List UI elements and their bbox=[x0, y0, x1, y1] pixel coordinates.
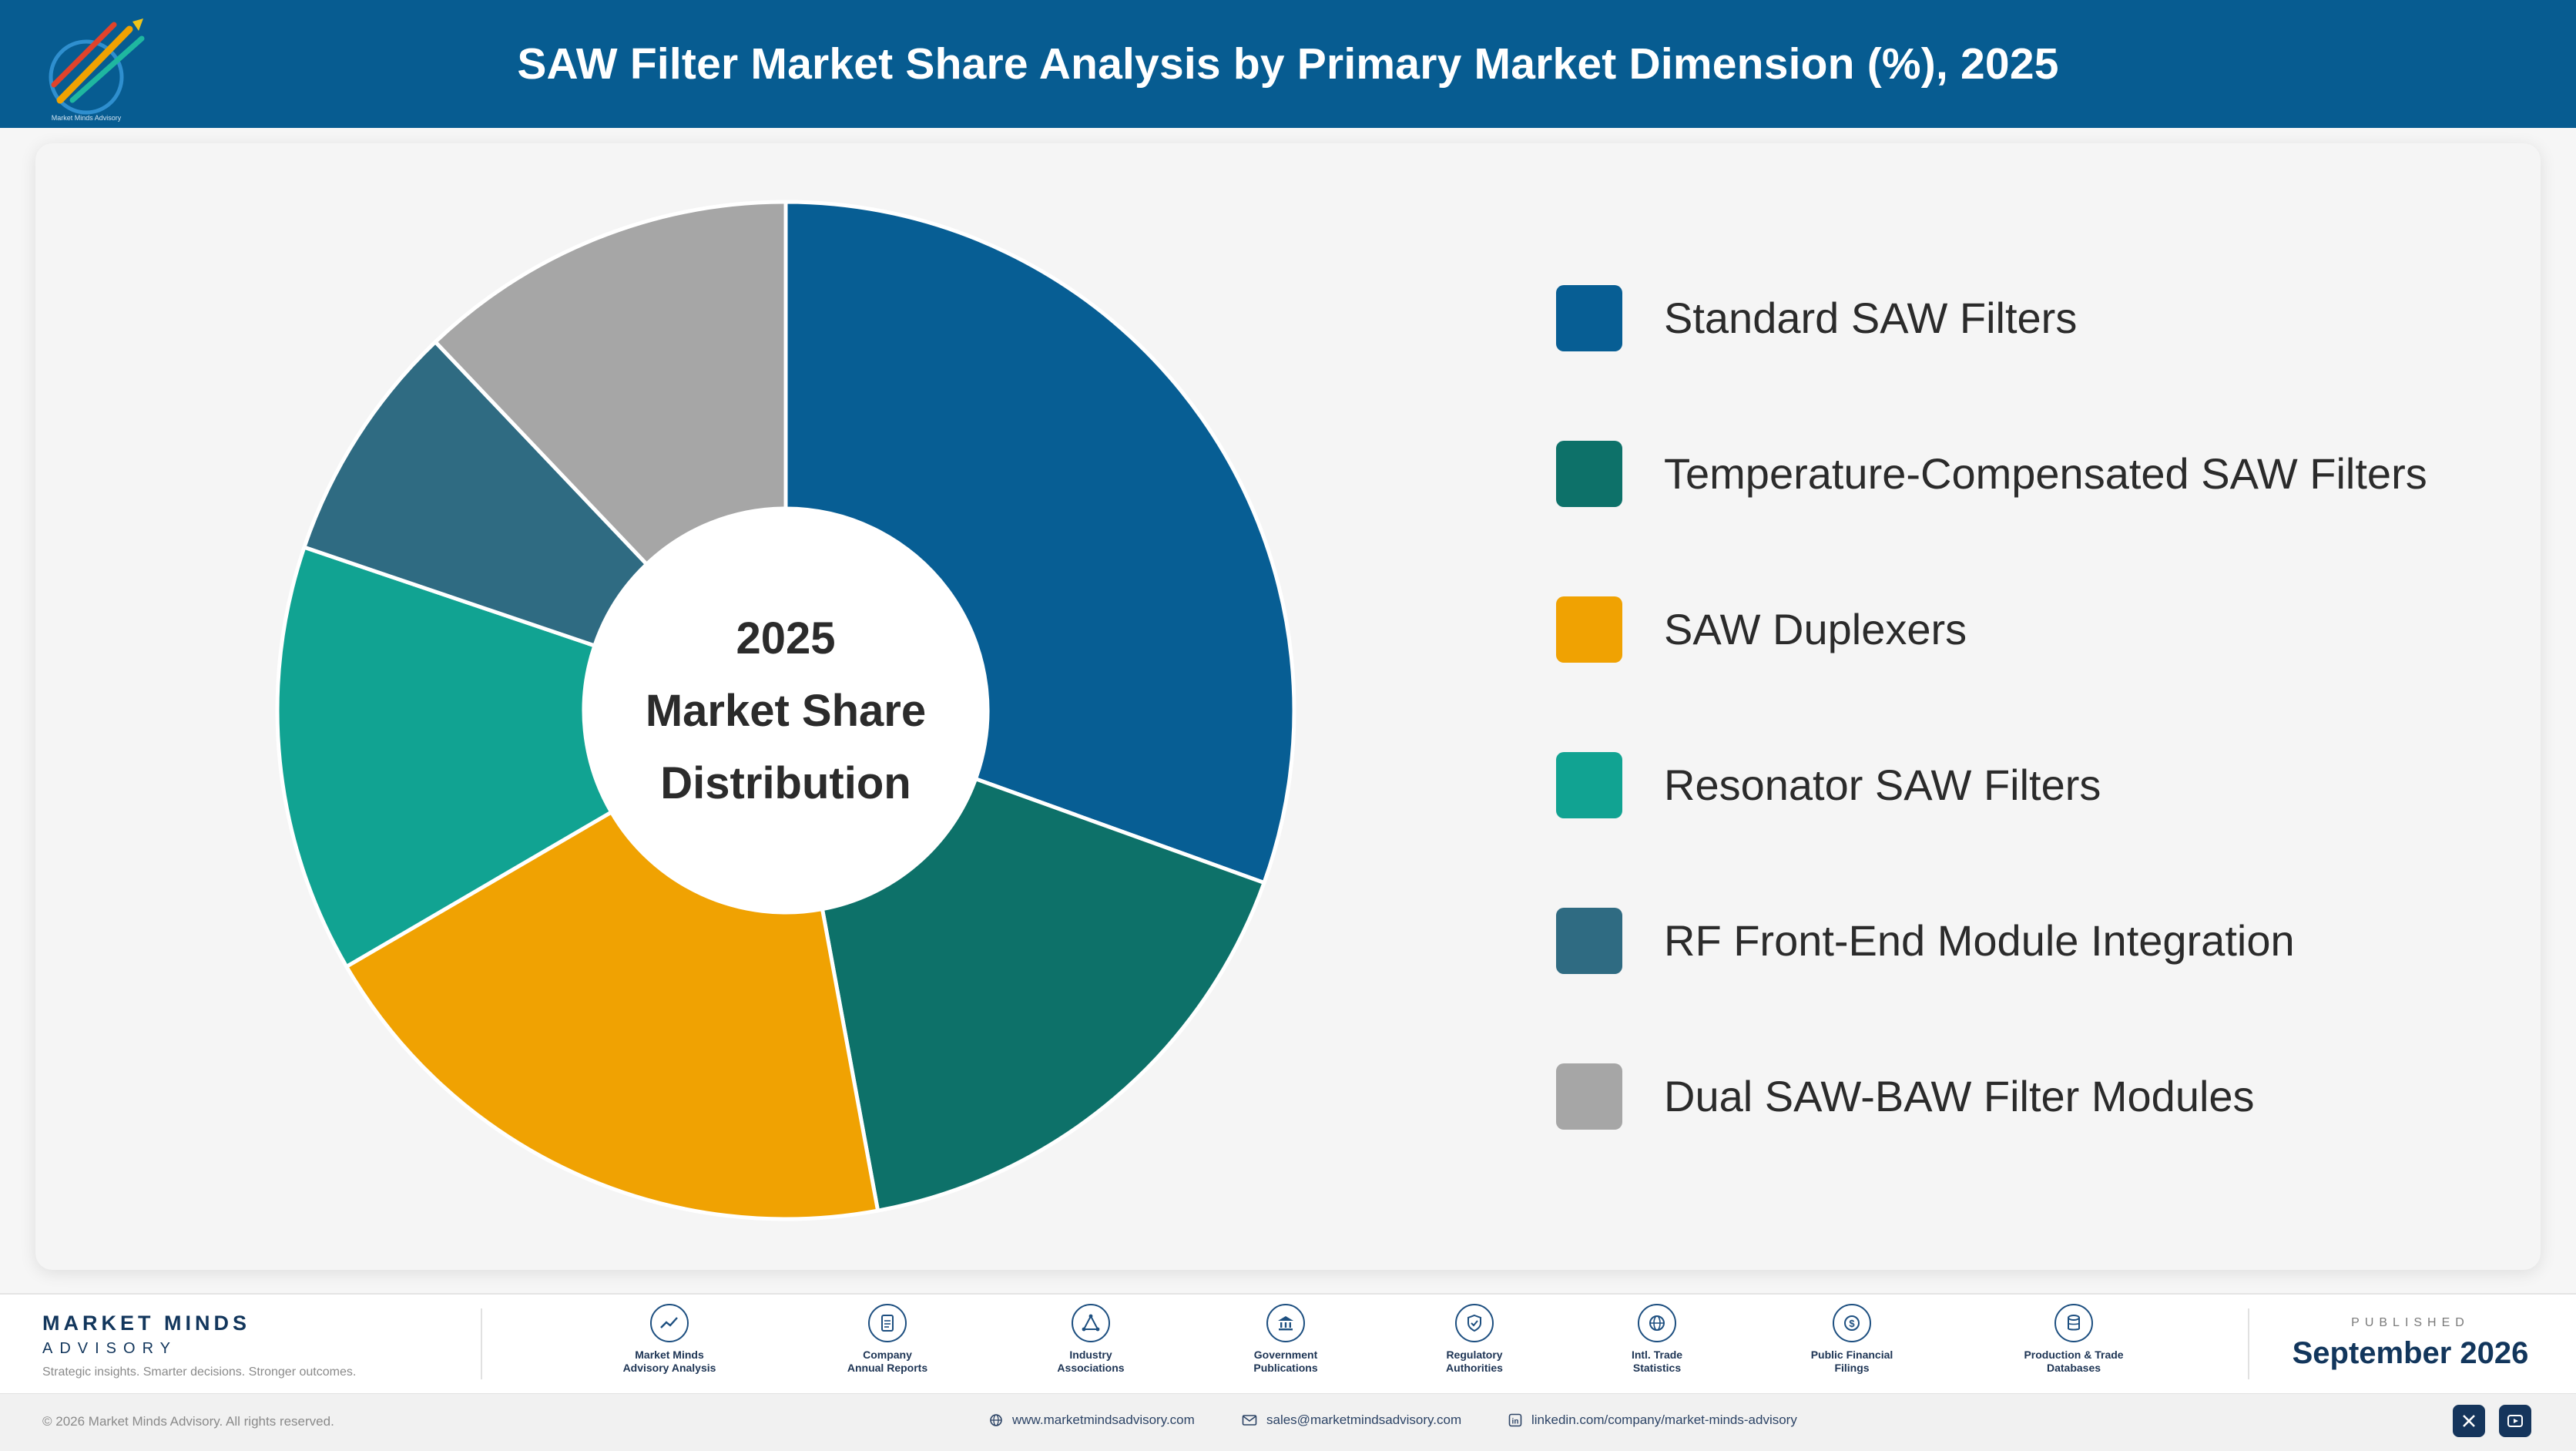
page-title: SAW Filter Market Share Analysis by Prim… bbox=[517, 39, 2059, 89]
legend-label: Temperature-Compensated SAW Filters bbox=[1664, 449, 2427, 498]
legend-item[interactable]: Temperature-Compensated SAW Filters bbox=[1556, 441, 2527, 509]
database-icon bbox=[2054, 1304, 2093, 1342]
government-building-icon bbox=[1266, 1304, 1305, 1342]
legend-swatch bbox=[1556, 596, 1622, 663]
legend-item[interactable]: Resonator SAW Filters bbox=[1556, 752, 2527, 820]
mail-icon bbox=[1242, 1415, 1257, 1426]
linkedin-icon: in bbox=[1508, 1413, 1522, 1427]
pie-slice[interactable] bbox=[783, 200, 1296, 885]
brand-tagline: Strategic insights. Smarter decisions. S… bbox=[42, 1365, 357, 1379]
legend-label: Dual SAW-BAW Filter Modules bbox=[1664, 1072, 2255, 1120]
source-label: Market Minds Advisory Analysis bbox=[622, 1349, 716, 1374]
svg-text:in: in bbox=[1512, 1418, 1519, 1426]
linkedin-link[interactable]: in linkedin.com/company/market-minds-adv… bbox=[1508, 1412, 1797, 1428]
network-icon bbox=[1072, 1304, 1110, 1342]
pie-slice[interactable] bbox=[820, 776, 1267, 1213]
svg-text:$: $ bbox=[1849, 1318, 1855, 1329]
legend-label: Resonator SAW Filters bbox=[1664, 761, 2101, 809]
pie-slice[interactable] bbox=[344, 809, 880, 1221]
svg-text:Market Minds Advisory: Market Minds Advisory bbox=[52, 114, 122, 122]
legend-item[interactable]: SAW Duplexers bbox=[1556, 596, 2527, 664]
published-label: PUBLISHED bbox=[2351, 1316, 2470, 1329]
donut-center bbox=[585, 510, 986, 911]
source-label: Regulatory Authorities bbox=[1446, 1349, 1503, 1374]
header-bar: Market Minds Advisory SAW Filter Market … bbox=[0, 0, 2576, 128]
source-item[interactable]: Regulatory Authorities bbox=[1401, 1304, 1548, 1375]
legend-swatch bbox=[1556, 441, 1622, 507]
source-item[interactable]: Company Annual Reports bbox=[814, 1304, 961, 1375]
pie-slice[interactable] bbox=[432, 200, 788, 567]
source-item[interactable]: Industry Associations bbox=[1018, 1304, 1164, 1375]
legend-swatch bbox=[1556, 1063, 1622, 1130]
x-icon[interactable] bbox=[2453, 1405, 2485, 1437]
legend-swatch bbox=[1556, 908, 1622, 974]
legend-label: RF Front-End Module Integration bbox=[1664, 916, 2295, 965]
donut-center-label: 2025 bbox=[736, 613, 835, 663]
source-item[interactable]: Market Minds Advisory Analysis bbox=[596, 1304, 743, 1375]
source-label: Intl. Trade Statistics bbox=[1631, 1349, 1683, 1374]
source-label: Government Publications bbox=[1253, 1349, 1318, 1374]
pie-slice[interactable] bbox=[275, 545, 615, 969]
legend-label: SAW Duplexers bbox=[1664, 605, 1967, 653]
youtube-icon[interactable] bbox=[2499, 1405, 2531, 1437]
source-item[interactable]: Intl. Trade Statistics bbox=[1584, 1304, 1730, 1375]
document-icon bbox=[868, 1304, 907, 1342]
legend-item[interactable]: RF Front-End Module Integration bbox=[1556, 908, 2527, 976]
brand-sub: ADVISORY bbox=[42, 1340, 177, 1357]
email-link[interactable]: sales@marketmindsadvisory.com bbox=[1242, 1412, 1461, 1428]
pie-slice[interactable] bbox=[301, 339, 649, 649]
dollar-coin-icon: $ bbox=[1833, 1304, 1871, 1342]
linkedin-text: linkedin.com/company/market-minds-adviso… bbox=[1531, 1412, 1797, 1427]
source-label: Company Annual Reports bbox=[847, 1349, 928, 1374]
globe-icon bbox=[1638, 1304, 1676, 1342]
legend-item[interactable]: Dual SAW-BAW Filter Modules bbox=[1556, 1063, 2527, 1131]
footer-divider bbox=[481, 1308, 482, 1379]
website-link[interactable]: www.marketmindsadvisory.com bbox=[989, 1412, 1195, 1428]
rocket-arrows-logo-icon[interactable]: Market Minds Advisory bbox=[37, 8, 153, 123]
source-label: Production & Trade Databases bbox=[2024, 1349, 2124, 1374]
source-item[interactable]: Government Publications bbox=[1213, 1304, 1359, 1375]
brand-block[interactable]: MARKET MINDS ADVISORY Strategic insights… bbox=[42, 1312, 356, 1379]
legend-item[interactable]: Standard SAW Filters bbox=[1556, 285, 2527, 353]
website-text: www.marketmindsadvisory.com bbox=[1012, 1412, 1195, 1427]
source-label: Public Financial Filings bbox=[1810, 1349, 1893, 1374]
published-block: PUBLISHED September 2026 bbox=[2287, 1316, 2534, 1371]
email-text: sales@marketmindsadvisory.com bbox=[1266, 1412, 1462, 1427]
source-item[interactable]: $ Public Financial Filings bbox=[1779, 1304, 1925, 1375]
globe-icon bbox=[990, 1414, 1002, 1426]
copyright-text: © 2026 Market Minds Advisory. All rights… bbox=[42, 1414, 334, 1429]
footer: MARKET MINDS ADVISORY Strategic insights… bbox=[0, 1293, 2576, 1393]
source-label: Industry Associations bbox=[1057, 1349, 1125, 1374]
legend-swatch bbox=[1556, 285, 1622, 351]
bottom-bar: © 2026 Market Minds Advisory. All rights… bbox=[0, 1393, 2576, 1451]
shield-check-icon bbox=[1455, 1304, 1494, 1342]
legend-swatch bbox=[1556, 752, 1622, 818]
published-date: September 2026 bbox=[2292, 1336, 2529, 1370]
trend-chart-icon bbox=[650, 1304, 689, 1342]
source-item[interactable]: Production & Trade Databases bbox=[2001, 1304, 2147, 1375]
brand-name: MARKET MINDS bbox=[42, 1312, 250, 1335]
donut-center-label: Market Share bbox=[646, 686, 926, 736]
footer-divider bbox=[2248, 1308, 2249, 1379]
legend-label: Standard SAW Filters bbox=[1664, 294, 2078, 342]
donut-center-label: Distribution bbox=[660, 758, 911, 808]
